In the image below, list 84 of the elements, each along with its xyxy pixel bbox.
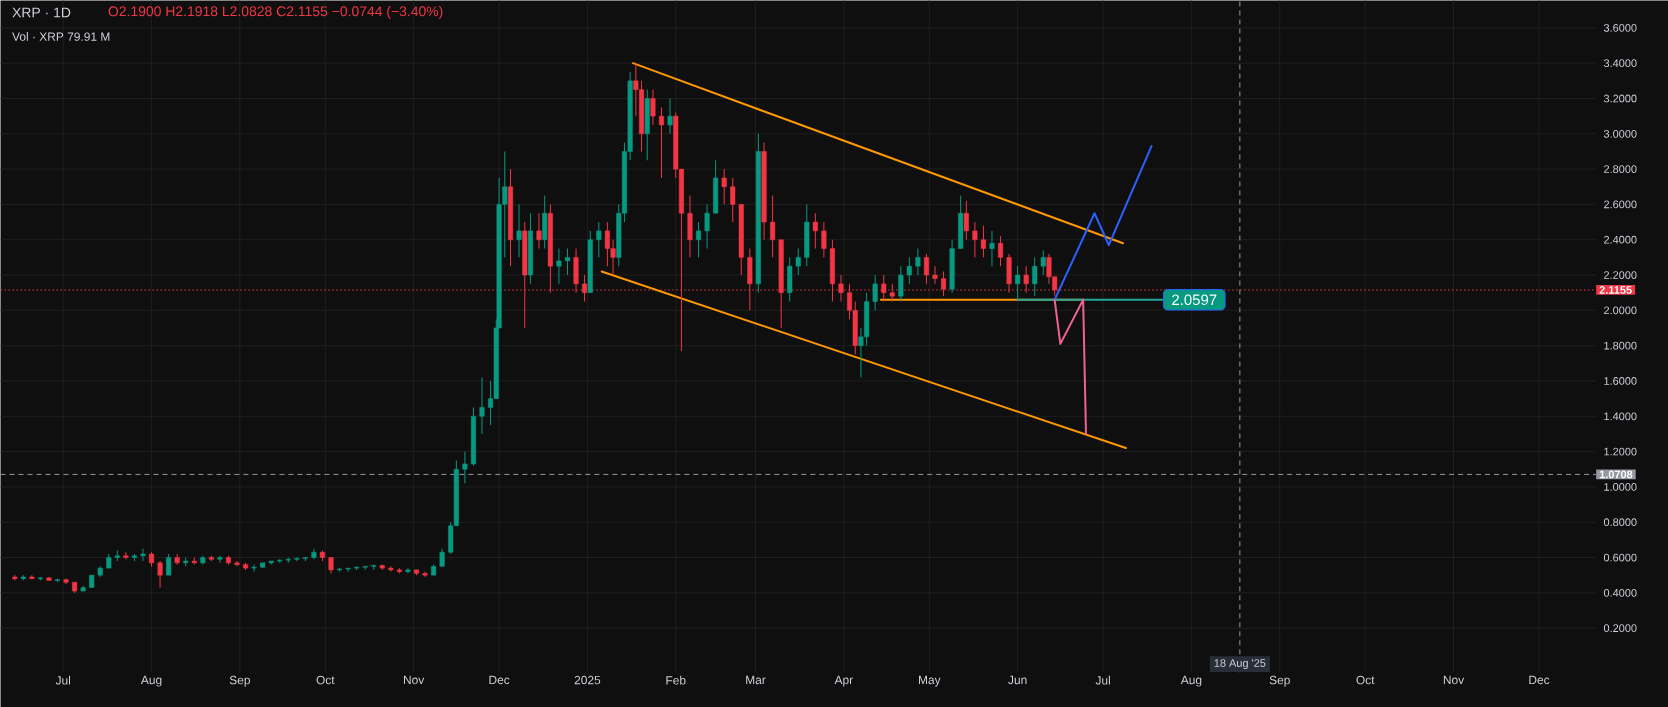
candlestick [166, 553, 172, 576]
x-tick-label: 2025 [574, 675, 601, 685]
y-tick-label: 2.2000 [1604, 271, 1637, 279]
candlestick [881, 274, 887, 302]
candlestick [696, 221, 702, 258]
candlestick [650, 89, 656, 126]
ref-line-label: 18 Aug '25 [1214, 659, 1266, 669]
candlestick [536, 212, 542, 249]
x-tick-label: Sep [229, 675, 250, 687]
candlestick [980, 224, 986, 258]
candlestick [721, 168, 727, 205]
candlestick [932, 265, 938, 285]
candlestick [251, 563, 257, 573]
candlestick [345, 567, 351, 573]
candlestick [821, 221, 827, 258]
x-tick-label: Feb [666, 675, 686, 685]
candlestick [123, 551, 129, 560]
line-series [1053, 145, 1153, 301]
candlestick [923, 253, 929, 285]
candlestick [998, 235, 1004, 267]
candlestick [1040, 249, 1046, 276]
candlestick [963, 200, 969, 241]
x-tick-label: Aug [140, 675, 162, 687]
y-tick-label: 2.4000 [1604, 235, 1637, 244]
candlestick [872, 274, 878, 311]
candlestick [1032, 256, 1038, 297]
candlestick [217, 555, 223, 564]
candlestick [479, 376, 485, 435]
x-tick-label: Dec [1529, 675, 1550, 684]
x-tick-label: Mar [746, 675, 766, 684]
chart-title: XRP · 1D [12, 7, 71, 18]
candlestick [770, 194, 776, 258]
candlestick [898, 265, 904, 302]
candlestick [915, 247, 921, 276]
y-tick-label: 0.8000 [1603, 518, 1637, 526]
candlestick [667, 97, 673, 135]
y-tick-label: 1.8000 [1604, 341, 1637, 350]
candlestick [556, 247, 562, 285]
x-tick-label: May [919, 675, 941, 687]
candlestick [516, 203, 522, 258]
candlestick [658, 106, 665, 179]
ref-line-label: 1.0708 [1599, 470, 1633, 479]
candlestick [564, 247, 571, 276]
y-tick-label: 1.0000 [1604, 482, 1637, 491]
x-tick-label: Jun [1008, 675, 1027, 684]
candlestick [157, 560, 163, 588]
y-tick-label: 2.6000 [1604, 200, 1637, 209]
x-tick-label: Sep [1269, 675, 1290, 687]
y-tick-label: 1.4000 [1604, 412, 1637, 421]
y-tick-label: 0.2000 [1603, 624, 1637, 632]
y-tick-label: 3.2000 [1603, 94, 1637, 103]
x-tick-label: Oct [316, 675, 335, 685]
y-tick-label: 0.6000 [1603, 553, 1637, 562]
y-tick-label: 3.4000 [1603, 59, 1637, 67]
y-tick-label: 2.0000 [1604, 306, 1637, 315]
y-tick-label: 2.8000 [1604, 165, 1637, 173]
y-tick-label: 3.0000 [1603, 129, 1637, 138]
candlestick [812, 212, 818, 249]
candlestick [795, 247, 801, 276]
x-tick-label: Apr [834, 675, 853, 687]
x-tick-label: Jul [1095, 675, 1110, 685]
x-tick-label: Dec [489, 675, 510, 684]
candlestick [972, 221, 978, 258]
x-tick-label: Aug [1180, 675, 1202, 687]
candlestick [462, 450, 468, 484]
annotation: 2.0597 [1172, 294, 1217, 305]
chart-subtitle: O2.1900 H2.1918 L2.0828 C2.1155 −0.0744 (−3.40%) [108, 5, 443, 19]
x-tick-label: Nov [1443, 675, 1465, 684]
y-tick-label: 3.6000 [1603, 23, 1637, 32]
y-tick-label: 1.6000 [1604, 376, 1637, 385]
annotation: Vol · XRP 79.91 M [12, 31, 110, 41]
y-tick-label: 1.2000 [1604, 447, 1637, 456]
candlestick [730, 177, 736, 223]
ref-line-label: 2.1155 [1599, 285, 1632, 294]
candlestick [989, 230, 995, 267]
candlestick [140, 548, 146, 562]
x-tick-label: Nov [403, 675, 425, 684]
x-tick-label: Jul [55, 675, 71, 685]
candlestick [1015, 265, 1021, 301]
x-tick-label: Oct [1356, 675, 1375, 685]
candlestick [596, 221, 602, 258]
y-tick-label: 0.4000 [1603, 588, 1637, 597]
candlestick [704, 203, 710, 249]
candlestick [906, 256, 912, 285]
